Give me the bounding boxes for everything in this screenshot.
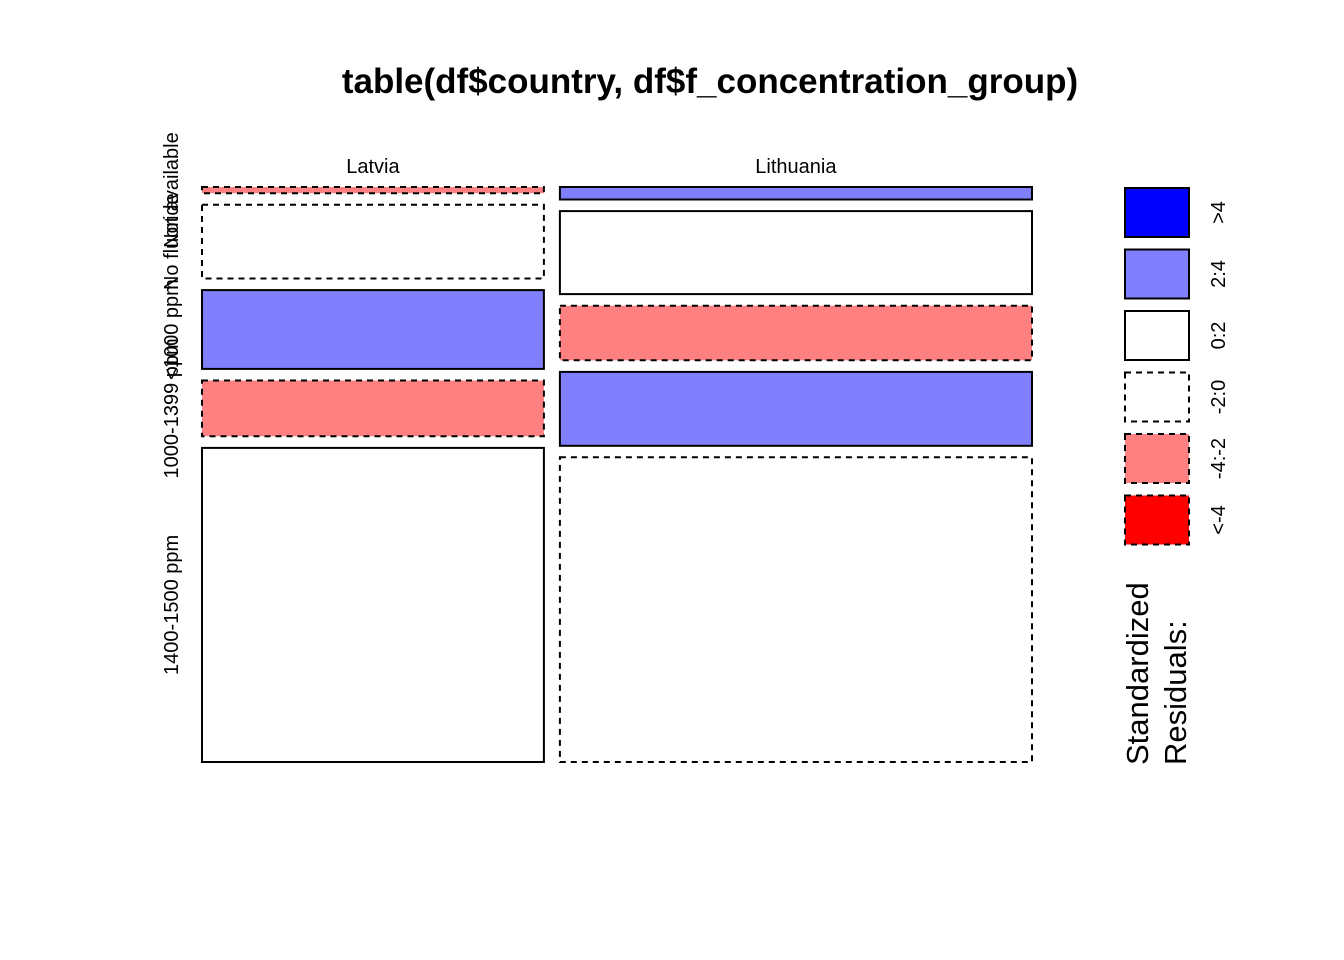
legend-swatch-5 — [1124, 494, 1190, 546]
legend-title-line-1: Standardized — [1120, 582, 1155, 765]
tile-lithuania-0 — [558, 186, 1034, 201]
row-label-3: 1000-1399 ppm — [161, 338, 183, 478]
column-label-lithuania: Lithuania — [755, 156, 837, 178]
legend-label-0: >4 — [1208, 201, 1230, 224]
tile-latvia-2 — [201, 289, 545, 370]
legend-keys: >4 2:4 0:2 -2:0 -4:-2 <-4 — [1124, 187, 1230, 546]
chart-title: table(df$country, df$f_concentration_gro… — [342, 62, 1078, 101]
legend-label-2: 0:2 — [1208, 322, 1230, 350]
legend-swatch-4 — [1124, 433, 1190, 484]
legend-label-4: -4:-2 — [1208, 438, 1230, 479]
legend-swatch-2 — [1124, 310, 1190, 361]
column-labels: Latvia Lithuania — [346, 156, 837, 178]
legend-swatch-3 — [1124, 371, 1190, 423]
legend-label-3: -2:0 — [1208, 380, 1230, 414]
legend-label-5: <-4 — [1208, 505, 1230, 534]
tile-latvia-3 — [201, 379, 545, 438]
tile-lithuania-1 — [558, 210, 1034, 296]
legend-label-1: 2:4 — [1208, 260, 1230, 288]
tile-lithuania-4 — [558, 456, 1034, 763]
row-label-0: Not available — [161, 132, 183, 248]
row-label-4: 1400-1500 ppm — [161, 535, 183, 675]
mosaic-tiles — [201, 186, 1034, 763]
legend-swatch-0 — [1124, 187, 1190, 238]
legend-title-line-2: Residuals: — [1158, 620, 1193, 765]
tile-latvia-0 — [201, 186, 545, 195]
column-label-latvia: Latvia — [346, 156, 400, 178]
tile-latvia-4 — [201, 446, 545, 763]
legend: >4 2:4 0:2 -2:0 -4:-2 <-4 Standardized Residu… — [1120, 187, 1230, 765]
row-label-2: <1000 ppm — [161, 279, 183, 380]
legend-swatch-1 — [1124, 248, 1190, 300]
tile-latvia-1 — [201, 203, 545, 280]
tile-lithuania-3 — [558, 370, 1034, 447]
tile-lithuania-2 — [558, 304, 1034, 362]
row-label-1: No fluoride — [161, 193, 183, 290]
